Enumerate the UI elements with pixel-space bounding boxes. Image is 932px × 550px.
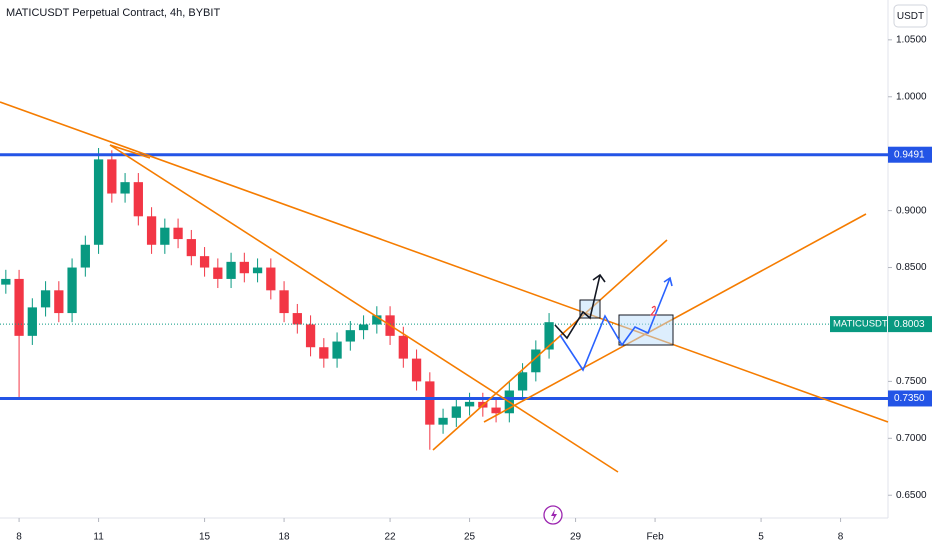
candle-body bbox=[451, 406, 461, 418]
y-tick-label: 0.9000 bbox=[896, 205, 927, 216]
candle-body bbox=[1, 278, 11, 285]
candle-body bbox=[531, 349, 541, 373]
x-tick-label: Feb bbox=[646, 532, 664, 543]
candle-body bbox=[107, 159, 117, 194]
currency-button[interactable] bbox=[893, 4, 928, 28]
chart-title: MATICUSDT Perpetual Contract, 4h, BYBIT bbox=[6, 7, 220, 19]
trend-line bbox=[483, 213, 867, 423]
candle-body bbox=[173, 227, 183, 240]
projection-path bbox=[554, 274, 601, 340]
candle-body bbox=[266, 267, 276, 291]
y-tick-label: 0.6500 bbox=[896, 490, 927, 501]
candle-body bbox=[93, 159, 104, 245]
candle-body bbox=[27, 307, 37, 336]
mark-2 bbox=[649, 305, 657, 316]
price-label-box bbox=[888, 146, 932, 163]
candle-body bbox=[372, 315, 382, 325]
candle-body bbox=[345, 330, 355, 342]
projection-path bbox=[559, 277, 671, 372]
candle-body bbox=[186, 239, 196, 257]
candle-body bbox=[213, 267, 223, 279]
last-price-name: MATICUSDT.P bbox=[833, 319, 896, 330]
x-tick-label: 29 bbox=[570, 532, 582, 543]
candle-body bbox=[67, 267, 77, 314]
trend-line bbox=[0, 101, 889, 423]
x-tick-label: 5 bbox=[758, 532, 764, 543]
last-price-box bbox=[888, 316, 932, 333]
candle-body bbox=[491, 407, 501, 414]
zone-box bbox=[618, 314, 674, 346]
trend-line bbox=[109, 144, 619, 473]
event-icon-bolt bbox=[551, 509, 557, 522]
price-label-box bbox=[888, 390, 932, 407]
candle-body bbox=[332, 341, 342, 359]
drawings bbox=[0, 101, 889, 473]
candle-body bbox=[279, 290, 289, 314]
x-tick-label: 8 bbox=[838, 532, 844, 543]
arrow-head bbox=[592, 273, 606, 283]
y-tick-label: 0.7000 bbox=[896, 433, 927, 444]
candle-body bbox=[425, 381, 435, 425]
price-label: 0.7350 bbox=[894, 393, 925, 404]
candle-body bbox=[252, 267, 263, 274]
price-label: 0.9491 bbox=[894, 149, 925, 160]
candle-body bbox=[358, 324, 369, 331]
candle-body bbox=[14, 278, 24, 336]
currency-label: USDT bbox=[897, 11, 924, 22]
x-tick-label: 22 bbox=[385, 532, 397, 543]
trend-line bbox=[109, 144, 151, 159]
candle-body bbox=[120, 182, 130, 194]
candle-body bbox=[80, 244, 90, 268]
candle-body bbox=[226, 261, 236, 279]
candle-body bbox=[160, 227, 170, 245]
y-tick-label: 0.8500 bbox=[896, 262, 927, 273]
y-tick-label: 1.0000 bbox=[896, 91, 927, 102]
x-tick-label: 11 bbox=[93, 532, 104, 543]
last-price-name-box bbox=[830, 316, 887, 333]
candle-body bbox=[464, 401, 475, 407]
x-tick-label: 25 bbox=[464, 532, 476, 543]
last-price-label: 0.8003 bbox=[894, 319, 925, 330]
candle-body bbox=[54, 290, 64, 314]
x-tick-label: 18 bbox=[279, 532, 291, 543]
candle-body bbox=[398, 335, 408, 359]
candle-body bbox=[40, 290, 51, 308]
candle-body bbox=[199, 256, 210, 268]
candle-body bbox=[411, 358, 422, 382]
candle-body bbox=[133, 182, 143, 217]
candle-body bbox=[146, 216, 157, 245]
y-tick-label: 1.0500 bbox=[896, 34, 927, 45]
candle-body bbox=[239, 261, 249, 274]
arrow-head bbox=[663, 276, 673, 287]
candle-body bbox=[517, 372, 528, 391]
candle-body bbox=[319, 347, 329, 359]
candle-body bbox=[544, 322, 554, 350]
trend-line bbox=[432, 239, 668, 451]
candle-body bbox=[305, 324, 316, 348]
x-tick-label: 15 bbox=[199, 532, 211, 543]
y-tick-label: 0.7500 bbox=[896, 376, 927, 387]
x-tick-label: 8 bbox=[16, 532, 22, 543]
candle-body bbox=[292, 313, 302, 325]
candle-body bbox=[438, 417, 448, 425]
